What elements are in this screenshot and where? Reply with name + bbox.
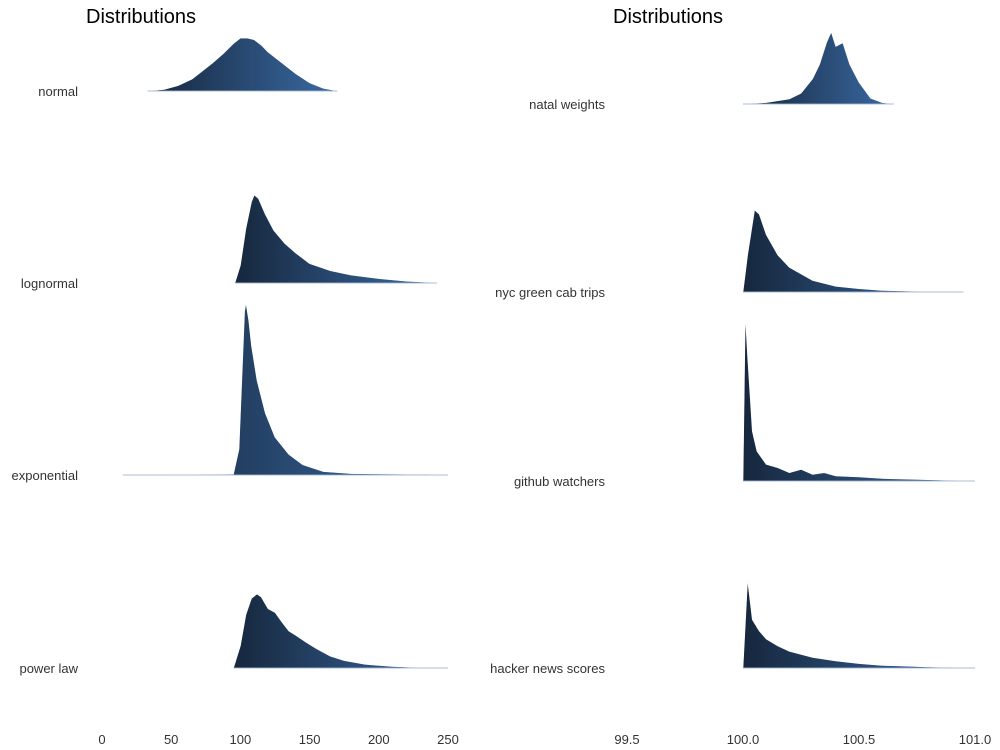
right-panel-title: Distributions [613,6,723,28]
x-tick-label: 101.0 [959,732,992,747]
ridge-lognormal [234,194,437,284]
category-label-nyc-green-cab-trips: nyc green cab trips [495,285,605,300]
left-ridges [122,37,449,669]
left-x-axis: 0 50 100 150 200 250 [98,732,458,747]
category-label-github-watchers: github watchers [514,474,606,489]
category-label-lognormal: lognormal [21,276,78,291]
x-tick-label: 100 [230,732,252,747]
ridge-natal-weights [742,31,894,105]
x-tick-label: 50 [164,732,178,747]
x-tick-label: 250 [437,732,459,747]
category-label-natal-weights: natal weights [529,97,605,112]
category-label-hacker-news-scores: hacker news scores [490,661,605,676]
left-panel-title: Distributions [86,6,196,28]
left-panel: Distributions normal lognormal exponential… [12,6,459,747]
ridge-normal [147,37,338,92]
x-tick-label: 0 [98,732,105,747]
category-label-normal: normal [38,84,78,99]
x-tick-label: 200 [368,732,390,747]
x-tick-label: 99.5 [614,732,639,747]
x-tick-label: 100.5 [843,732,876,747]
right-x-axis: 99.5 100.0 100.5 101.0 [614,732,991,747]
right-category-labels: natal weights nyc green cab trips github w… [490,97,605,676]
right-panel: Distributions natal weights nyc green cab… [490,6,991,747]
right-ridges [742,31,976,669]
x-tick-label: 150 [299,732,321,747]
ridge-github-watchers [742,314,976,482]
category-label-exponential: exponential [12,468,79,483]
ridge-hacker-news-scores [742,579,976,669]
ridge-power-law [233,593,449,669]
ridge-exponential [122,302,449,476]
left-category-labels: normal lognormal exponential power law [12,84,79,676]
ridge-nyc-green-cab-trips [742,209,964,293]
category-label-power-law: power law [19,661,78,676]
x-tick-label: 100.0 [727,732,760,747]
